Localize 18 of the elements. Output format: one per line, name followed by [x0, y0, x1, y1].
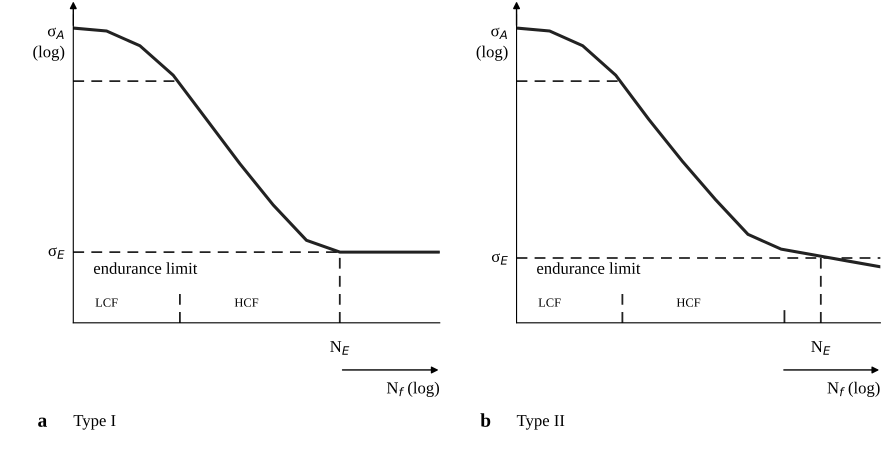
ref-line-label: σ$_{E}$ [48, 247, 64, 259]
x-axis-title: N$_{f}$ (log) [827, 382, 880, 397]
text: Type II [516, 415, 564, 430]
annotation: HCF [234, 298, 258, 307]
y-axis-title: σ$_{A}$ (log) [33, 28, 64, 61]
annotation: LCF [96, 298, 118, 307]
annotation: LCF [538, 298, 561, 307]
text: b [480, 413, 490, 427]
annotation: HCF [676, 298, 700, 307]
annotation: endurance limit [94, 262, 198, 274]
text: a [38, 418, 47, 427]
text: Type I [74, 415, 116, 430]
text: N$_{E}$ [330, 341, 350, 355]
text: N$_{E}$ [811, 341, 830, 355]
ref-line-label: σ$_{E}$ [492, 253, 508, 265]
annotation: endurance limit [537, 262, 640, 274]
x-axis-title: N$_{f}$ (log) [386, 382, 439, 397]
y-axis-title: σ$_{A}$ (log) [476, 28, 508, 61]
